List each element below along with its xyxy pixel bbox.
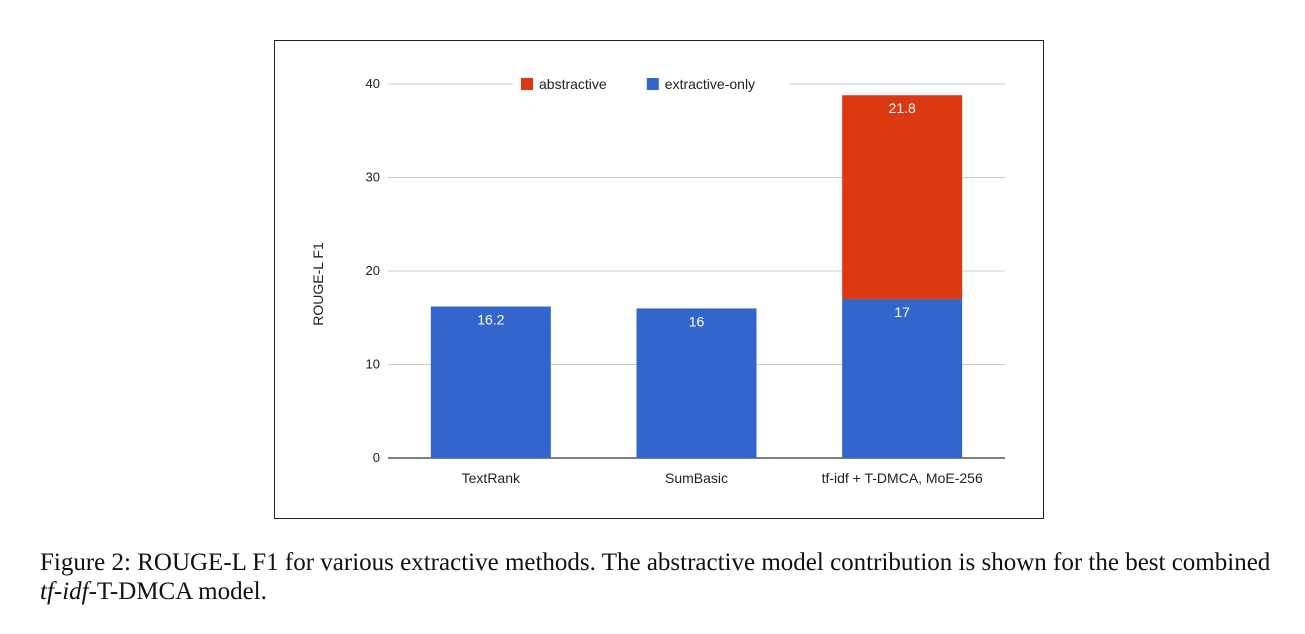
- bar-extractive-only: [430, 306, 551, 458]
- x-tick-label: tf-idf + T-DMCA, MoE-256: [822, 470, 983, 486]
- legend-swatch-abstractive: [521, 78, 533, 90]
- y-axis-title: ROUGE-L F1: [310, 242, 326, 326]
- caption-emphasis: tf-idf: [40, 578, 89, 605]
- caption-suffix: -T-DMCA model.: [88, 578, 267, 605]
- data-label: 21.8: [889, 100, 916, 116]
- chart-frame: 0 10 20 30 40 16.2 TextRank 16 SumBasic 17 21.8 tf…: [274, 40, 1044, 519]
- bar-extractive-only: [842, 299, 963, 458]
- bar-chart: 0 10 20 30 40 16.2 TextRank 16 SumBasic 17 21.8 tf…: [310, 74, 1005, 486]
- y-tick-label: 10: [366, 357, 380, 372]
- y-tick-label: 0: [373, 450, 380, 465]
- y-tick-label: 30: [366, 170, 380, 185]
- figure-caption: Figure 2: ROUGE-L F1 for various extract…: [40, 548, 1290, 606]
- y-tick-label: 40: [366, 76, 380, 91]
- bar-abstractive: [842, 95, 963, 300]
- x-tick-label: TextRank: [462, 470, 521, 486]
- y-tick-label: 20: [366, 263, 380, 278]
- bar-extractive-only: [636, 308, 757, 458]
- legend-label: abstractive: [539, 76, 607, 92]
- legend-swatch-extractive-only: [646, 78, 659, 90]
- data-label: 16.2: [477, 312, 504, 328]
- data-label: 17: [894, 304, 910, 320]
- caption-prefix: Figure 2: ROUGE-L F1 for various extract…: [40, 549, 1271, 576]
- data-label: 16: [689, 313, 705, 329]
- x-tick-label: SumBasic: [665, 470, 728, 486]
- legend-label: extractive-only: [665, 76, 755, 92]
